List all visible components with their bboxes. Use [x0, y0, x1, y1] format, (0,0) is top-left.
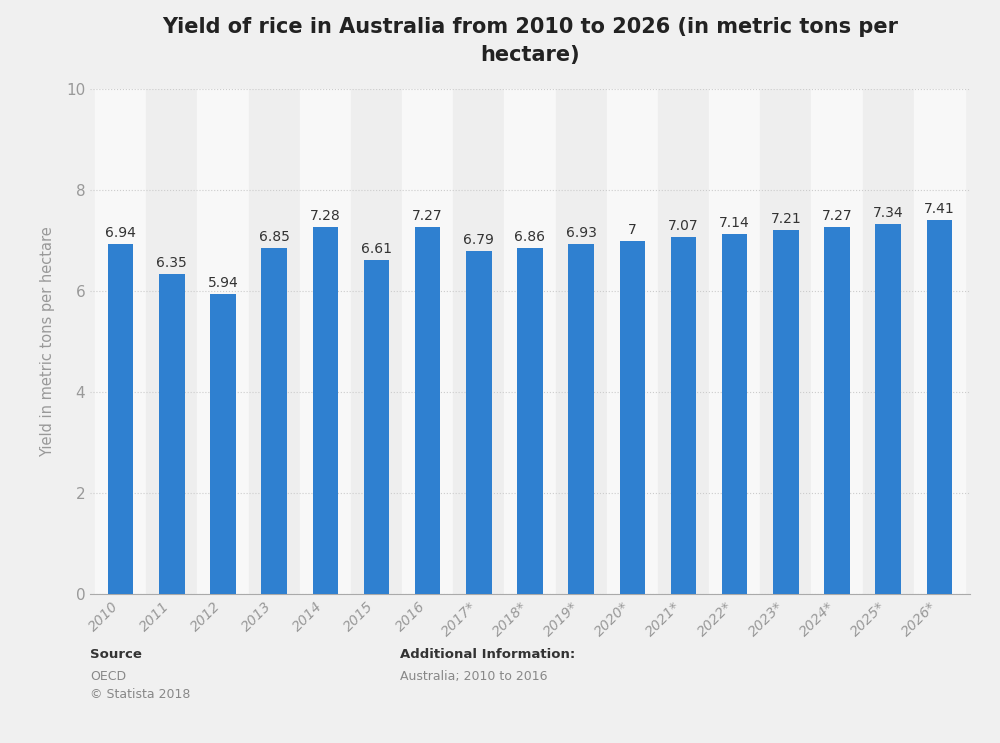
Text: 6.35: 6.35	[156, 256, 187, 270]
Title: Yield of rice in Australia from 2010 to 2026 (in metric tons per
hectare): Yield of rice in Australia from 2010 to …	[162, 17, 898, 65]
Bar	[863, 89, 914, 594]
Bar	[620, 241, 645, 594]
Bar	[709, 89, 760, 594]
Text: 6.61: 6.61	[361, 242, 392, 256]
Bar	[415, 227, 440, 594]
Bar	[504, 89, 556, 594]
Bar	[249, 89, 300, 594]
Text: 6.79: 6.79	[463, 233, 494, 247]
Bar	[927, 220, 952, 594]
Text: 7: 7	[628, 223, 637, 237]
Text: 6.94: 6.94	[105, 226, 136, 240]
Text: 6.93: 6.93	[566, 226, 597, 240]
Bar	[760, 89, 811, 594]
Bar	[466, 251, 492, 594]
Text: 7.07: 7.07	[668, 219, 699, 233]
Bar	[811, 89, 863, 594]
Bar	[914, 89, 965, 594]
Bar	[197, 89, 249, 594]
Bar	[351, 89, 402, 594]
Text: 7.34: 7.34	[873, 206, 903, 219]
Text: 7.27: 7.27	[412, 209, 443, 223]
Text: 7.28: 7.28	[310, 209, 341, 223]
Bar	[658, 89, 709, 594]
Bar	[568, 244, 594, 594]
Bar	[773, 230, 799, 594]
Text: 7.41: 7.41	[924, 202, 955, 216]
Bar	[722, 233, 747, 594]
Bar	[146, 89, 197, 594]
Text: Source: Source	[90, 648, 142, 661]
Text: 5.94: 5.94	[208, 276, 238, 291]
Bar	[95, 89, 146, 594]
Text: 7.27: 7.27	[822, 209, 852, 223]
Bar	[364, 261, 389, 594]
Bar	[108, 244, 133, 594]
Bar	[402, 89, 453, 594]
Bar	[261, 248, 287, 594]
Text: Australia; 2010 to 2016: Australia; 2010 to 2016	[400, 670, 548, 683]
Bar	[300, 89, 351, 594]
Bar	[556, 89, 607, 594]
Bar	[671, 237, 696, 594]
Bar	[313, 227, 338, 594]
Text: 6.85: 6.85	[259, 230, 290, 244]
Text: 6.86: 6.86	[514, 230, 545, 244]
Bar	[453, 89, 504, 594]
Text: 7.14: 7.14	[719, 215, 750, 230]
Bar	[159, 273, 185, 594]
Bar	[607, 89, 658, 594]
Text: © Statista 2018: © Statista 2018	[90, 689, 190, 701]
Y-axis label: Yield in metric tons per hectare: Yield in metric tons per hectare	[40, 227, 55, 457]
Text: OECD: OECD	[90, 670, 126, 683]
Bar	[517, 248, 543, 594]
Text: 7.21: 7.21	[770, 212, 801, 226]
Text: Additional Information:: Additional Information:	[400, 648, 575, 661]
Bar	[210, 294, 236, 594]
Bar	[875, 224, 901, 594]
Bar	[824, 227, 850, 594]
